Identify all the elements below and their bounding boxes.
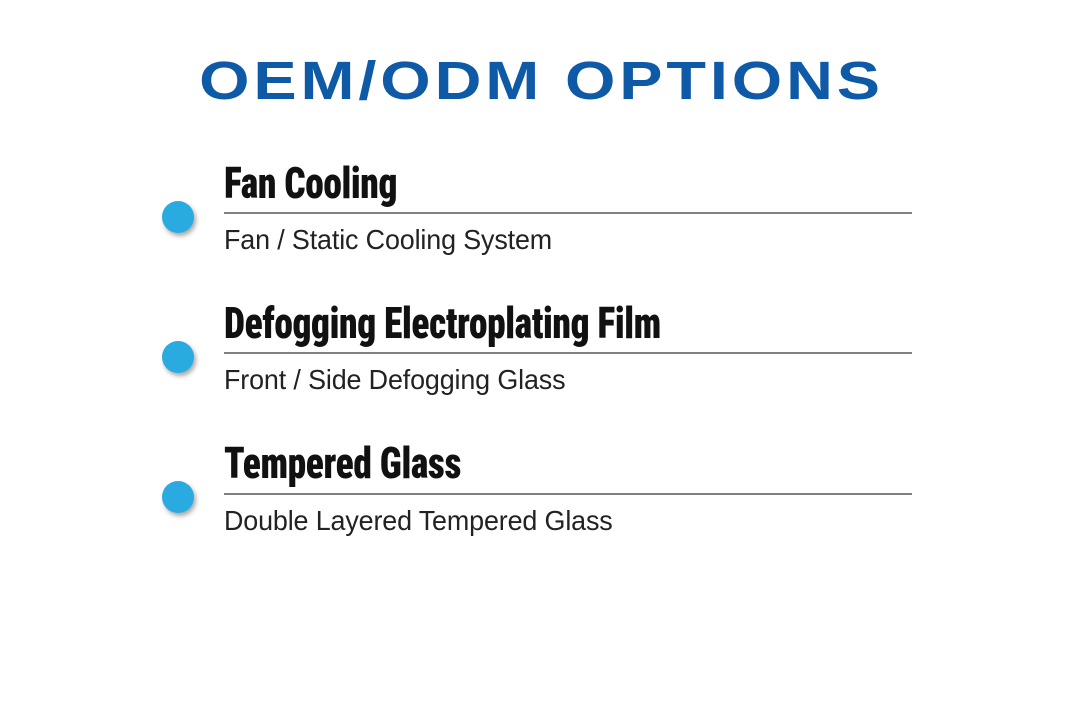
item-subtitle: Fan / Static Cooling System [224, 224, 884, 256]
page-root: OEM/ODM OPTIONS Fan Cooling Fan / Static… [0, 0, 1083, 717]
page-title: OEM/ODM OPTIONS [0, 50, 1083, 112]
list-item-content: Tempered Glass Double Layered Tempered G… [224, 440, 922, 536]
list-item-content: Defogging Electroplating Film Front / Si… [224, 300, 922, 396]
divider [224, 212, 912, 214]
divider [224, 352, 912, 354]
item-title: Tempered Glass [224, 440, 809, 492]
bullet-icon [162, 201, 194, 233]
item-title: Fan Cooling [224, 160, 809, 212]
options-list: Fan Cooling Fan / Static Cooling System … [162, 160, 922, 537]
bullet-icon [162, 481, 194, 513]
item-title: Defogging Electroplating Film [224, 300, 809, 352]
item-subtitle: Double Layered Tempered Glass [224, 505, 884, 537]
bullet-icon [162, 341, 194, 373]
divider [224, 493, 912, 495]
list-item-content: Fan Cooling Fan / Static Cooling System [224, 160, 922, 256]
list-item: Tempered Glass Double Layered Tempered G… [162, 440, 922, 536]
item-subtitle: Front / Side Defogging Glass [224, 364, 884, 396]
list-item: Fan Cooling Fan / Static Cooling System [162, 160, 922, 256]
list-item: Defogging Electroplating Film Front / Si… [162, 300, 922, 396]
